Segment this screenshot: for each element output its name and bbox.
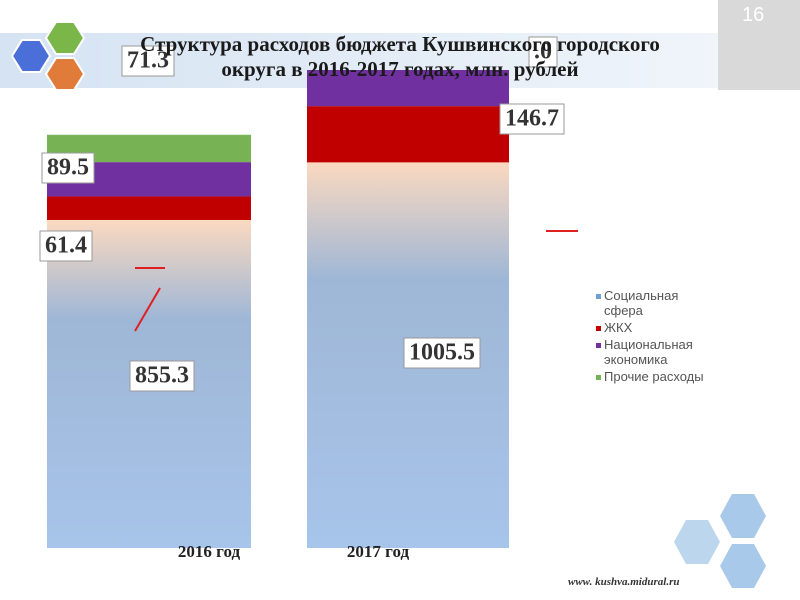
- data-label-box: [528, 36, 558, 68]
- legend-swatch: [596, 294, 601, 299]
- legend-label: Национальная экономика: [604, 337, 693, 367]
- page-number-box: [718, 0, 800, 90]
- data-label: 146.7: [505, 106, 559, 132]
- leader-lines: [134, 230, 578, 332]
- bar-segment: [307, 106, 509, 163]
- legend-item: Национальная экономика: [596, 337, 736, 367]
- legend-swatch: [596, 375, 601, 380]
- legend-item: Социальная сфера: [596, 288, 736, 318]
- legend-item: Прочие расходы: [596, 369, 736, 384]
- url: www. kushva.midural.ru: [568, 576, 680, 588]
- legend-label: Прочие расходы: [604, 369, 704, 384]
- bar-segment: [47, 196, 251, 220]
- chart-title: Структура расходов бюджета Кушвинского г…: [80, 32, 720, 82]
- bar-segment: [307, 70, 509, 107]
- legend-item: ЖКХ: [596, 320, 736, 335]
- data-label: 71.3: [127, 48, 169, 74]
- hexagons: [10, 21, 766, 588]
- data-label-box: [39, 230, 93, 262]
- data-label-box: [403, 337, 481, 369]
- data-label-box: [129, 360, 195, 392]
- title-line: округа в 2016-2017 годах, млн. рублей: [221, 57, 579, 81]
- data-label: 1005.5: [409, 340, 475, 366]
- data-label-box: [499, 103, 565, 135]
- data-label: 855.3: [135, 363, 189, 389]
- x-tick-label: 2017 год: [347, 542, 410, 561]
- page-number: 16: [742, 4, 765, 26]
- legend-label: ЖКХ: [604, 320, 633, 335]
- data-label-box: [41, 152, 95, 184]
- legend: Социальная сфера ЖКХ Национальная экономик…: [596, 288, 736, 386]
- data-label: 89.5: [47, 155, 89, 181]
- legend-swatch: [596, 326, 601, 331]
- data-label: 61.4: [45, 233, 87, 259]
- x-tick-label: 2016 год: [178, 542, 241, 561]
- plot: [47, 70, 509, 549]
- legend-label: Социальная сфера: [604, 288, 679, 318]
- data-label-box: [121, 45, 175, 77]
- legend-swatch: [596, 343, 601, 348]
- data-label: .0: [534, 39, 552, 65]
- title-line: Структура расходов бюджета Кушвинского г…: [140, 32, 660, 56]
